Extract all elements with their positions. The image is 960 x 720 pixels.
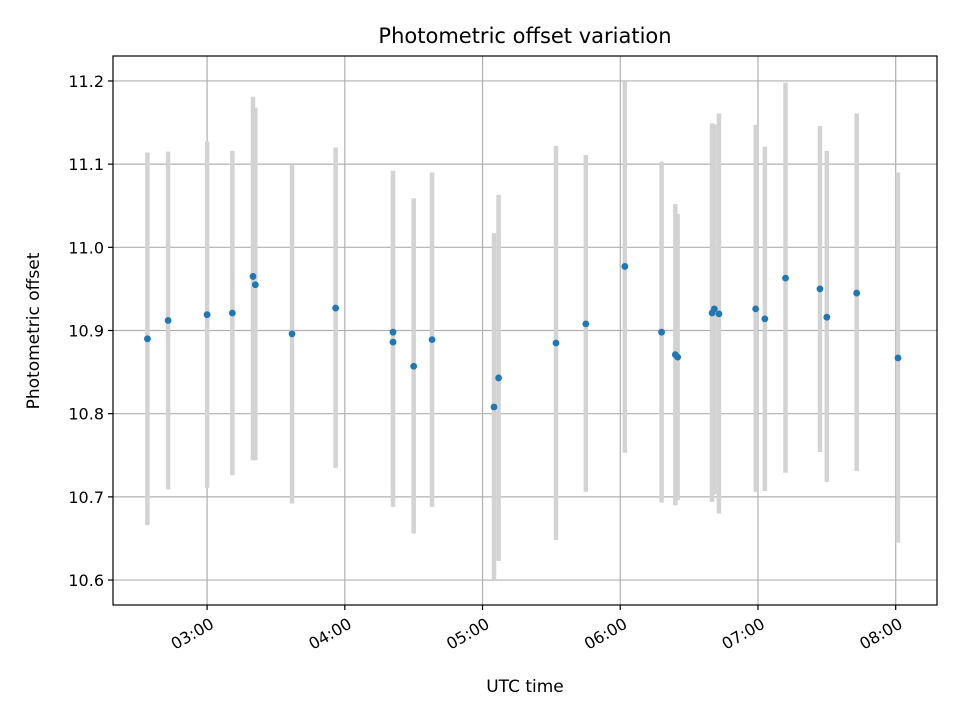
y-tick-label: 11.0: [68, 238, 104, 257]
point-layer: [144, 263, 902, 411]
data-point: [552, 339, 560, 347]
x-axis-label: UTC time: [486, 677, 564, 697]
x-tick-label: 05:00: [443, 614, 492, 654]
x-tick-label: 07:00: [719, 614, 768, 654]
data-point: [782, 274, 789, 282]
y-tick-label: 10.7: [68, 488, 104, 507]
data-point: [288, 330, 296, 338]
data-point: [389, 328, 397, 336]
data-point: [389, 338, 397, 346]
data-point: [203, 311, 211, 319]
data-point: [710, 305, 718, 313]
data-point: [715, 310, 723, 318]
data-point: [621, 263, 629, 270]
data-point: [144, 335, 151, 343]
y-tick-label: 11.2: [68, 72, 104, 91]
data-point: [495, 374, 503, 382]
data-point: [164, 317, 172, 324]
grid-layer: [113, 56, 937, 605]
x-tick-label: 06:00: [581, 614, 630, 654]
y-tick-label: 10.9: [68, 322, 104, 341]
data-point: [853, 289, 861, 297]
data-point: [894, 354, 902, 362]
y-tick-label: 10.6: [68, 571, 104, 590]
y-tick-label: 11.1: [68, 155, 104, 174]
data-point: [823, 313, 831, 321]
data-point: [410, 362, 418, 370]
data-point: [251, 281, 259, 289]
x-tick-label: 03:00: [168, 614, 217, 654]
x-tick-label: 08:00: [856, 614, 905, 654]
data-point: [582, 320, 590, 328]
data-point: [752, 305, 760, 313]
chart-title: Photometric offset variation: [378, 24, 671, 48]
data-point: [816, 285, 824, 293]
data-point: [428, 336, 436, 344]
data-point: [674, 353, 682, 361]
y-tick-label: 10.8: [68, 405, 104, 424]
data-point: [249, 273, 257, 280]
data-point: [658, 328, 665, 336]
tick-layer: 03:00 04:00 05:00 06:00 07:00 08:00 10.6 10.7 10…: [68, 72, 905, 654]
data-point: [761, 315, 769, 323]
data-point: [490, 403, 498, 411]
data-point: [228, 309, 236, 317]
y-axis-label: Photometric offset: [24, 252, 44, 409]
data-point: [332, 304, 340, 312]
x-tick-label: 04:00: [305, 614, 354, 654]
